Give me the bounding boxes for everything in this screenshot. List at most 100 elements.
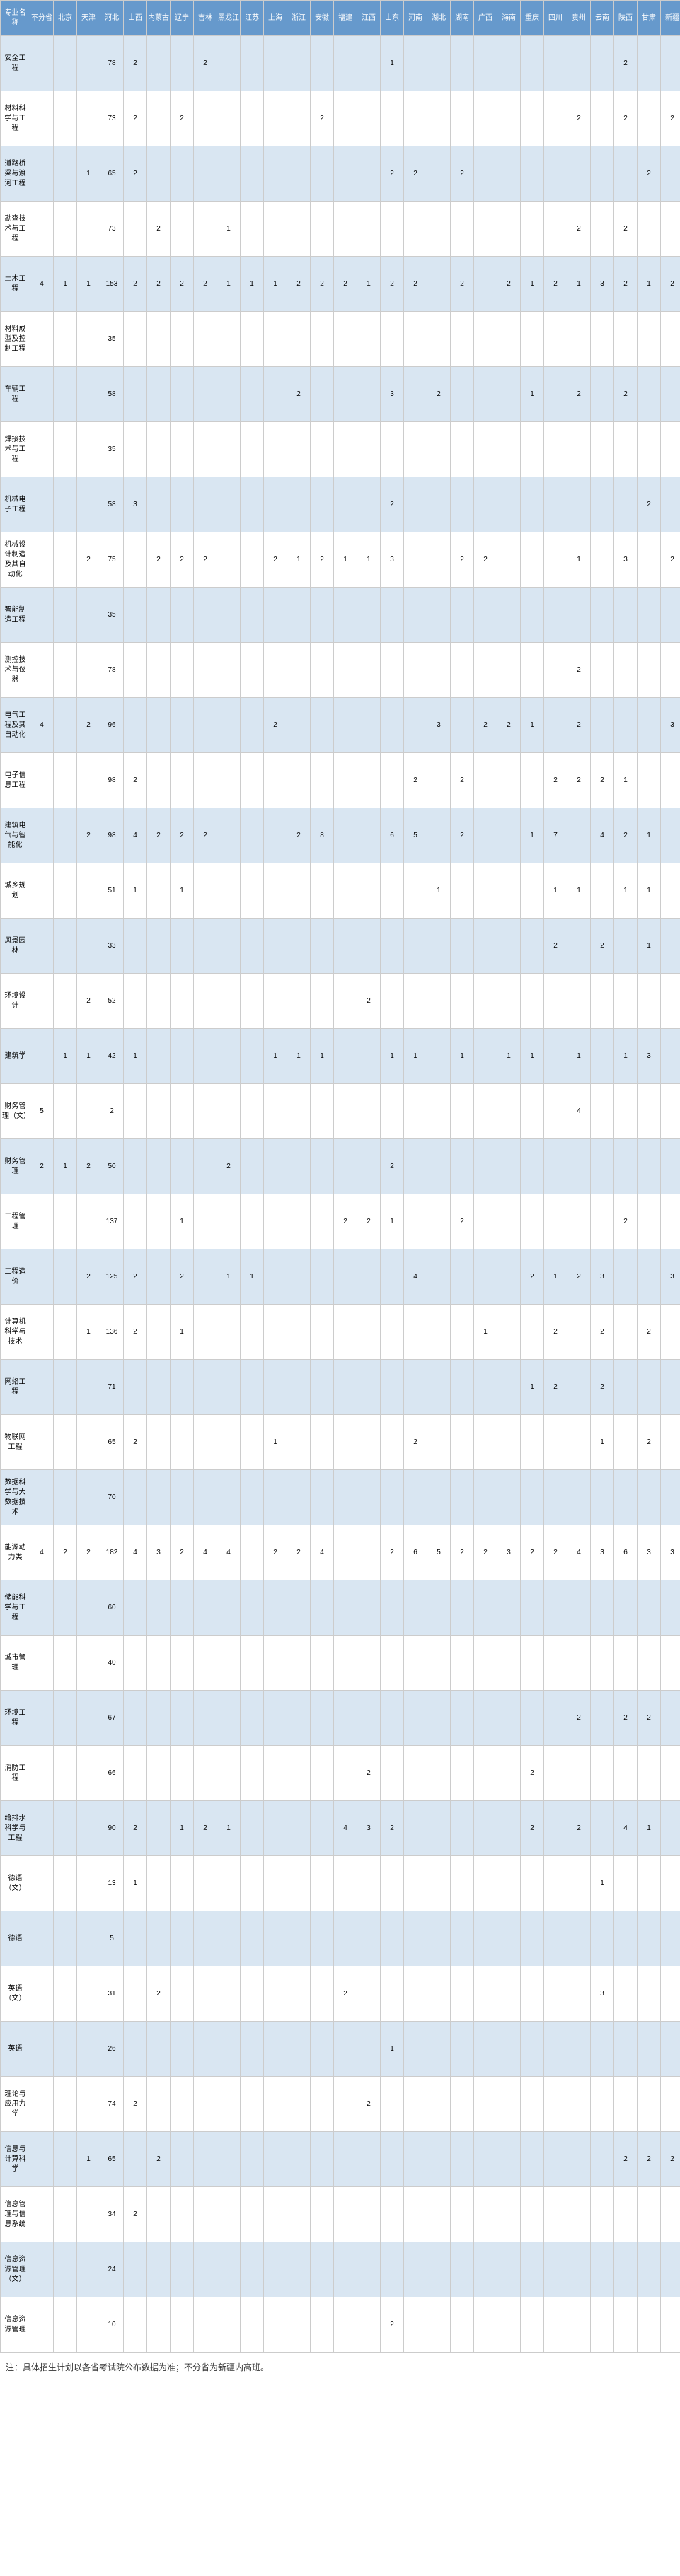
value-cell: 2 (404, 146, 427, 202)
value-cell (544, 532, 567, 588)
value-cell (567, 422, 591, 477)
value-cell (54, 532, 77, 588)
table-row: 德语5 (1, 1911, 680, 1966)
value-cell (591, 1139, 614, 1194)
value-cell (30, 2077, 54, 2132)
value-cell (474, 808, 497, 863)
value-cell (77, 2077, 100, 2132)
value-cell (54, 919, 77, 974)
value-cell (521, 36, 544, 91)
value-cell (287, 863, 311, 919)
value-cell (264, 146, 287, 202)
value-cell (334, 367, 357, 422)
value-cell (521, 2132, 544, 2187)
value-cell (311, 919, 334, 974)
value-cell: 2 (474, 532, 497, 588)
value-cell (334, 1746, 357, 1801)
value-cell (451, 2187, 474, 2242)
major-cell: 信息管理与信息系统 (1, 2187, 30, 2242)
value-cell (147, 1746, 171, 1801)
major-cell: 环境设计 (1, 974, 30, 1029)
value-cell (54, 588, 77, 643)
value-cell (381, 91, 404, 146)
value-cell (567, 1415, 591, 1470)
value-cell (334, 643, 357, 698)
value-cell (567, 1360, 591, 1415)
table-row: 信息与计算科学1652222 (1, 2132, 680, 2187)
value-cell (544, 1415, 567, 1470)
col-province: 河北 (100, 1, 124, 36)
value-cell (404, 1305, 427, 1360)
value-cell (171, 477, 194, 532)
value-cell (474, 2242, 497, 2297)
value-cell (381, 1360, 404, 1415)
value-cell (264, 2242, 287, 2297)
value-cell (77, 422, 100, 477)
value-cell: 2 (638, 1415, 661, 1470)
value-cell (404, 367, 427, 422)
value-cell (171, 2132, 194, 2187)
value-cell (544, 1856, 567, 1911)
value-cell (77, 863, 100, 919)
major-cell: 给排水科学与工程 (1, 1801, 30, 1856)
value-cell: 4 (30, 698, 54, 753)
value-cell (591, 974, 614, 1029)
value-cell: 3 (661, 698, 680, 753)
value-cell: 4 (194, 1525, 217, 1580)
value-cell (311, 1801, 334, 1856)
value-cell (451, 1801, 474, 1856)
value-cell (217, 2187, 241, 2242)
table-row: 车辆工程58232122 (1, 367, 680, 422)
value-cell (334, 2242, 357, 2297)
value-cell (194, 422, 217, 477)
value-cell: 2 (521, 1249, 544, 1305)
value-cell (591, 146, 614, 202)
value-cell (638, 2022, 661, 2077)
value-cell (171, 643, 194, 698)
value-cell (357, 422, 381, 477)
table-row: 财务管理（文）524 (1, 1084, 680, 1139)
value-cell (544, 643, 567, 698)
value-cell (54, 1801, 77, 1856)
value-cell (474, 1029, 497, 1084)
value-cell (311, 1966, 334, 2022)
value-cell (661, 2297, 680, 2353)
value-cell (264, 1470, 287, 1525)
value-cell (30, 1911, 54, 1966)
value-cell (591, 312, 614, 367)
value-cell (567, 146, 591, 202)
value-cell (474, 643, 497, 698)
value-cell (544, 2132, 567, 2187)
value-cell: 1 (614, 863, 638, 919)
value-cell (311, 1139, 334, 1194)
value-cell (311, 698, 334, 753)
value-cell (171, 2022, 194, 2077)
col-province: 山西 (124, 1, 147, 36)
value-cell: 1 (217, 1801, 241, 1856)
value-cell: 2 (474, 1525, 497, 1580)
value-cell: 2 (171, 532, 194, 588)
value-cell (591, 643, 614, 698)
value-cell (54, 1470, 77, 1525)
value-cell (638, 422, 661, 477)
value-cell (147, 2242, 171, 2297)
value-cell (591, 1470, 614, 1525)
value-cell (427, 477, 451, 532)
value-cell (77, 919, 100, 974)
value-cell: 2 (451, 257, 474, 312)
value-cell: 4 (124, 1525, 147, 1580)
value-cell (661, 1856, 680, 1911)
value-cell (311, 2077, 334, 2132)
table-row: 材料科学与工程73222222 (1, 91, 680, 146)
value-cell (287, 91, 311, 146)
value-cell (474, 1911, 497, 1966)
value-cell (147, 1029, 171, 1084)
value-cell (124, 532, 147, 588)
value-cell (194, 1856, 217, 1911)
value-cell (30, 1305, 54, 1360)
value-cell (171, 2297, 194, 2353)
value-cell (591, 367, 614, 422)
value-cell (287, 2297, 311, 2353)
value-cell (567, 588, 591, 643)
value-cell (661, 1194, 680, 1249)
